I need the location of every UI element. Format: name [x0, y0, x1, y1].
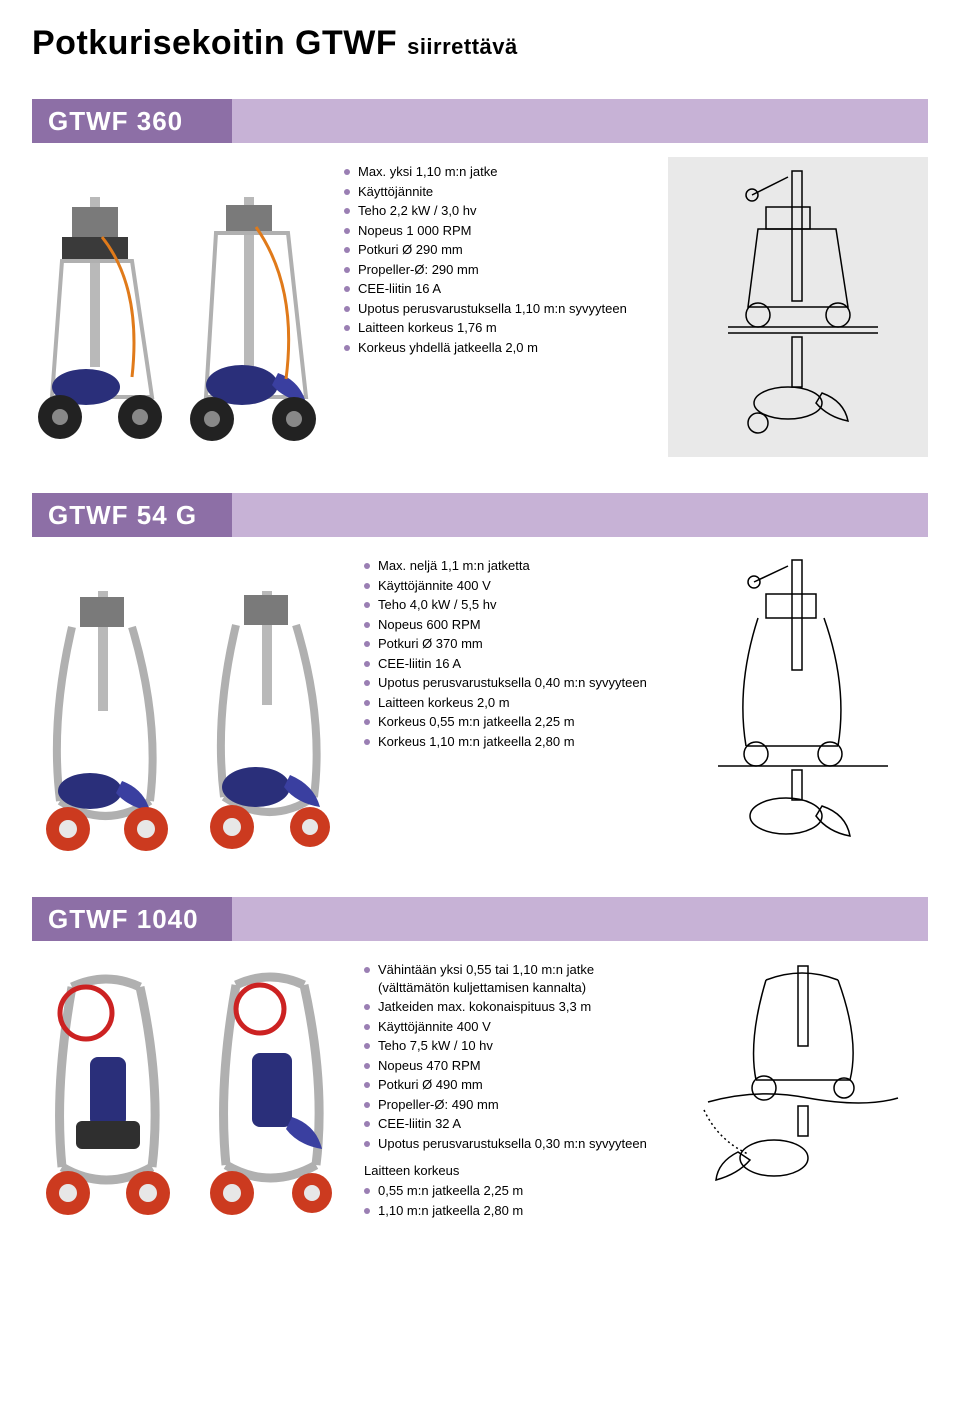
product-photos — [32, 551, 342, 861]
spec-item: Nopeus 1 000 RPM — [344, 222, 652, 240]
section-gtwf-1040: GTWF 1040 — [0, 897, 960, 1227]
section-label: GTWF 54 G — [32, 493, 232, 537]
product-photo — [192, 591, 342, 861]
line-diagram — [668, 955, 928, 1205]
spec-item: Teho 7,5 kW / 10 hv — [364, 1037, 652, 1055]
section-band: GTWF 360 — [32, 99, 928, 143]
specs-list: Vähintään yksi 0,55 tai 1,10 m:n jatke (… — [352, 955, 658, 1227]
spec-item: Laitteen korkeus 1,76 m — [344, 319, 652, 337]
product-photos — [32, 955, 342, 1227]
spec-item: Laitteen korkeus 2,0 m — [364, 694, 652, 712]
product-photo — [182, 197, 322, 457]
specs-ul-2: 0,55 m:n jatkeella 2,25 m 1,10 m:n jatkee… — [364, 1182, 652, 1219]
specs-list: Max. neljä 1,1 m:n jatketta Käyttöjännite… — [352, 551, 658, 861]
spec-item: Upotus perusvarustuksella 0,30 m:n syvyy… — [364, 1135, 652, 1153]
product-photo — [32, 197, 172, 457]
spec-item: CEE-liitin 32 A — [364, 1115, 652, 1133]
line-diagram — [668, 157, 928, 457]
spec-item: Propeller-Ø: 490 mm — [364, 1096, 652, 1114]
spec-item: Potkuri Ø 370 mm — [364, 635, 652, 653]
spec-item: Teho 4,0 kW / 5,5 hv — [364, 596, 652, 614]
specs-list: Max. yksi 1,10 m:n jatke KäyttöjänniteTeh… — [332, 157, 658, 457]
section-label: GTWF 1040 — [32, 897, 232, 941]
spec-item: 1,10 m:n jatkeella 2,80 m — [364, 1202, 652, 1220]
specs-ul: Max. neljä 1,1 m:n jatketta Käyttöjännite… — [364, 557, 652, 750]
spec-item: Vähintään yksi 0,55 tai 1,10 m:n jatke (… — [364, 961, 652, 996]
section-stripe — [232, 99, 928, 143]
spec-item: Upotus perusvarustuksella 0,40 m:n syvyy… — [364, 674, 652, 692]
section-stripe — [232, 493, 928, 537]
spec-item: Jatkeiden max. kokonaispituus 3,3 m — [364, 998, 652, 1016]
spec-item: Max. yksi 1,10 m:n jatke — [344, 163, 652, 181]
spec-item: Käyttöjännite 400 V — [364, 577, 652, 595]
specs-subhead: Laitteen korkeus — [364, 1162, 652, 1180]
spec-item: Korkeus 0,55 m:n jatkeella 2,25 m — [364, 713, 652, 731]
spec-item: Propeller-Ø: 290 mm — [344, 261, 652, 279]
product-photo — [32, 967, 182, 1227]
spec-item: Korkeus yhdellä jatkeella 2,0 m — [344, 339, 652, 357]
spec-item: Käyttöjännite — [344, 183, 652, 201]
spec-item: Teho 2,2 kW / 3,0 hv — [344, 202, 652, 220]
spec-item: Potkuri Ø 290 mm — [344, 241, 652, 259]
product-photo — [192, 967, 342, 1227]
spec-item: Korkeus 1,10 m:n jatkeella 2,80 m — [364, 733, 652, 751]
section-stripe — [232, 897, 928, 941]
spec-item: Nopeus 470 RPM — [364, 1057, 652, 1075]
spec-item: Upotus perusvarustuksella 1,10 m:n syvyy… — [344, 300, 652, 318]
spec-item: CEE-liitin 16 A — [344, 280, 652, 298]
section-gtwf-54g: GTWF 54 G — [0, 493, 960, 861]
section-gtwf-360: GTWF 360 — [0, 99, 960, 457]
section-band: GTWF 1040 — [32, 897, 928, 941]
spec-item: Potkuri Ø 490 mm — [364, 1076, 652, 1094]
page-title: Potkurisekoitin GTWF siirrettävä — [0, 0, 960, 63]
spec-item: CEE-liitin 16 A — [364, 655, 652, 673]
spec-item: Nopeus 600 RPM — [364, 616, 652, 634]
product-photos — [32, 157, 322, 457]
section-label: GTWF 360 — [32, 99, 232, 143]
spec-item: Käyttöjännite 400 V — [364, 1018, 652, 1036]
spec-item: Max. neljä 1,1 m:n jatketta — [364, 557, 652, 575]
page-title-main: Potkurisekoitin GTWF — [32, 24, 397, 62]
specs-ul: Max. yksi 1,10 m:n jatke KäyttöjänniteTeh… — [344, 163, 652, 356]
specs-ul: Vähintään yksi 0,55 tai 1,10 m:n jatke (… — [364, 961, 652, 1152]
line-diagram — [668, 551, 928, 861]
section-band: GTWF 54 G — [32, 493, 928, 537]
spec-item: 0,55 m:n jatkeella 2,25 m — [364, 1182, 652, 1200]
product-photo — [32, 591, 182, 861]
page-title-sub: siirrettävä — [407, 34, 518, 59]
